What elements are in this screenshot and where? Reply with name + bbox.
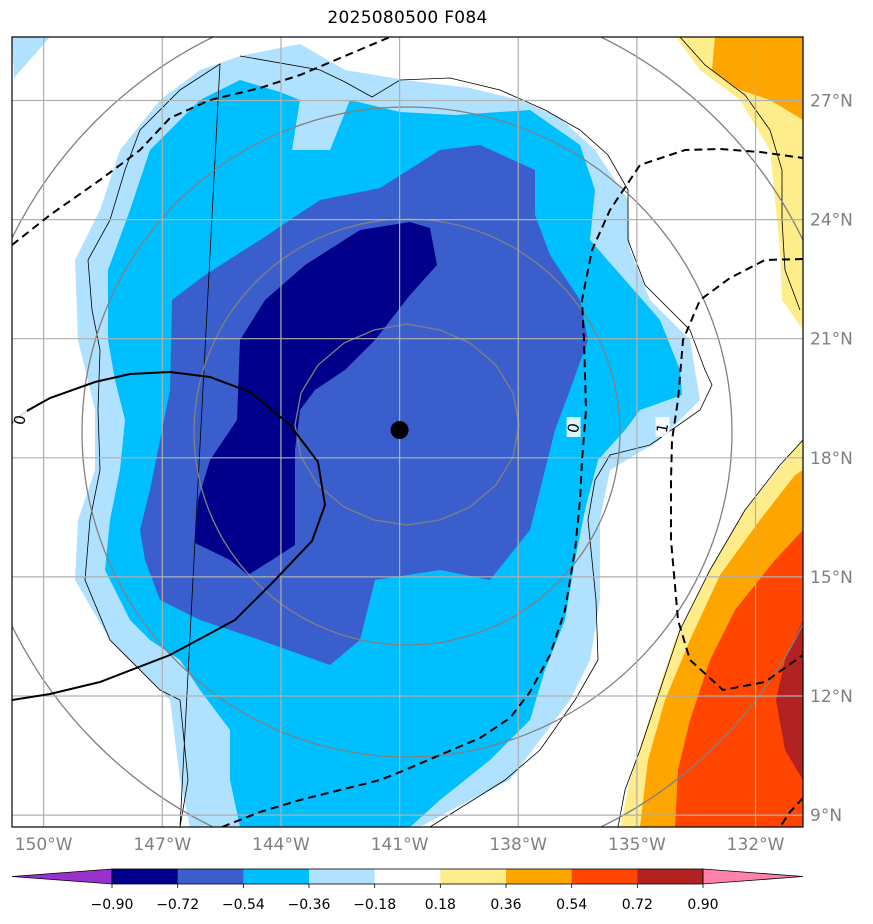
colorbar-segment-2	[243, 869, 310, 884]
lon-tick-label-5: 135°W	[608, 835, 666, 855]
contour-label-2: 1	[653, 417, 672, 438]
svg-text:1: 1	[653, 422, 672, 435]
colorbar-segment-3	[309, 869, 376, 884]
colorbar-segment-4	[374, 869, 441, 884]
lat-tick-label-6: 27°N	[810, 92, 853, 112]
radius-ring-2	[193, 218, 621, 646]
colorbar-tick-label-0: −0.90	[91, 897, 134, 913]
positive-anomaly-fields	[620, 37, 803, 827]
north-outline	[679, 37, 801, 311]
lat-tick-label-5: 24°N	[810, 211, 853, 231]
radius-ring-3	[81, 106, 733, 758]
colorbar-tick-label-9: 0.90	[687, 897, 718, 913]
field-plus-072-south	[776, 620, 803, 780]
map-plot-area: 0 0 1	[10, 37, 803, 827]
contour-zero-solid	[12, 370, 327, 701]
contour-label-0: 0	[10, 409, 30, 430]
lon-tick-label-0: 150°W	[15, 835, 73, 855]
colorbar-segment-8	[637, 869, 704, 884]
colorbar-tick-label-4: −0.18	[353, 897, 396, 913]
colorbar-segment-5	[440, 869, 507, 884]
field-plus-018-north	[676, 37, 803, 330]
lat-tick-label-2: 15°N	[810, 568, 853, 588]
colorbar-extend-max	[702, 868, 804, 885]
colorbar-extend-min	[11, 868, 113, 885]
colorbar-tick-label-7: 0.54	[556, 897, 587, 913]
colorbar-tick-label-3: −0.36	[288, 897, 331, 913]
lon-tick-label-1: 147°W	[133, 835, 191, 855]
svg-text:0: 0	[564, 422, 583, 435]
map-gridlines	[12, 37, 803, 827]
contour-dashed-nw	[12, 37, 391, 246]
svg-text:0: 0	[10, 414, 29, 427]
colorbar-segment-6	[506, 869, 573, 884]
lon-tick-label-4: 138°W	[489, 835, 547, 855]
field-plus-054-south	[675, 530, 803, 827]
lon-tick-label-3: 141°W	[371, 835, 429, 855]
map-frame	[11, 36, 804, 828]
colorbar-segment-7	[571, 869, 638, 884]
lat-tick-label-4: 21°N	[810, 330, 853, 350]
negative-anomaly-fields	[12, 37, 700, 827]
colorbar-labels: −0.90 −0.72 −0.54 −0.36 −0.18 0.18 0.36 0.54 0.7…	[91, 884, 719, 913]
field-outline	[84, 55, 713, 827]
field-minus-072	[195, 222, 437, 575]
contour-labels: 0 0 1	[10, 409, 672, 438]
lon-tick-label-6: 132°W	[727, 835, 785, 855]
colorbar-segment-0	[112, 869, 179, 884]
lon-tick-label-2: 144°W	[252, 835, 310, 855]
colorbar-tick-label-1: −0.72	[156, 897, 199, 913]
plot-title: 2025080500 F084	[327, 8, 488, 28]
colorbar-segment-1	[177, 869, 244, 884]
contour-label-1: 0	[564, 417, 583, 438]
storm-center-marker	[390, 421, 409, 440]
colorbar-tick-label-5: 0.18	[425, 897, 456, 913]
colorbar-tick-label-6: 0.36	[490, 897, 521, 913]
height-contours	[12, 37, 803, 827]
lat-tick-label-1: 12°N	[810, 687, 853, 707]
colorbar	[11, 868, 804, 885]
lat-tick-label-0: 9°N	[810, 806, 842, 826]
radius-ring-1	[294, 323, 520, 526]
colorbar-tick-label-8: 0.72	[622, 897, 653, 913]
field-plus-036-north	[712, 37, 803, 120]
lat-tick-label-3: 18°N	[810, 449, 853, 469]
contour-one-dashed	[670, 258, 803, 692]
radius-rings	[12, 37, 803, 827]
contour-dashed-se	[779, 797, 803, 827]
colorbar-tick-label-2: −0.54	[222, 897, 265, 913]
latitude-labels: 9°N 12°N 15°N 18°N 21°N 24°N 27°N	[810, 92, 853, 827]
longitude-labels: 150°W 147°W 144°W 141°W 138°W 135°W 132°W	[15, 835, 785, 855]
